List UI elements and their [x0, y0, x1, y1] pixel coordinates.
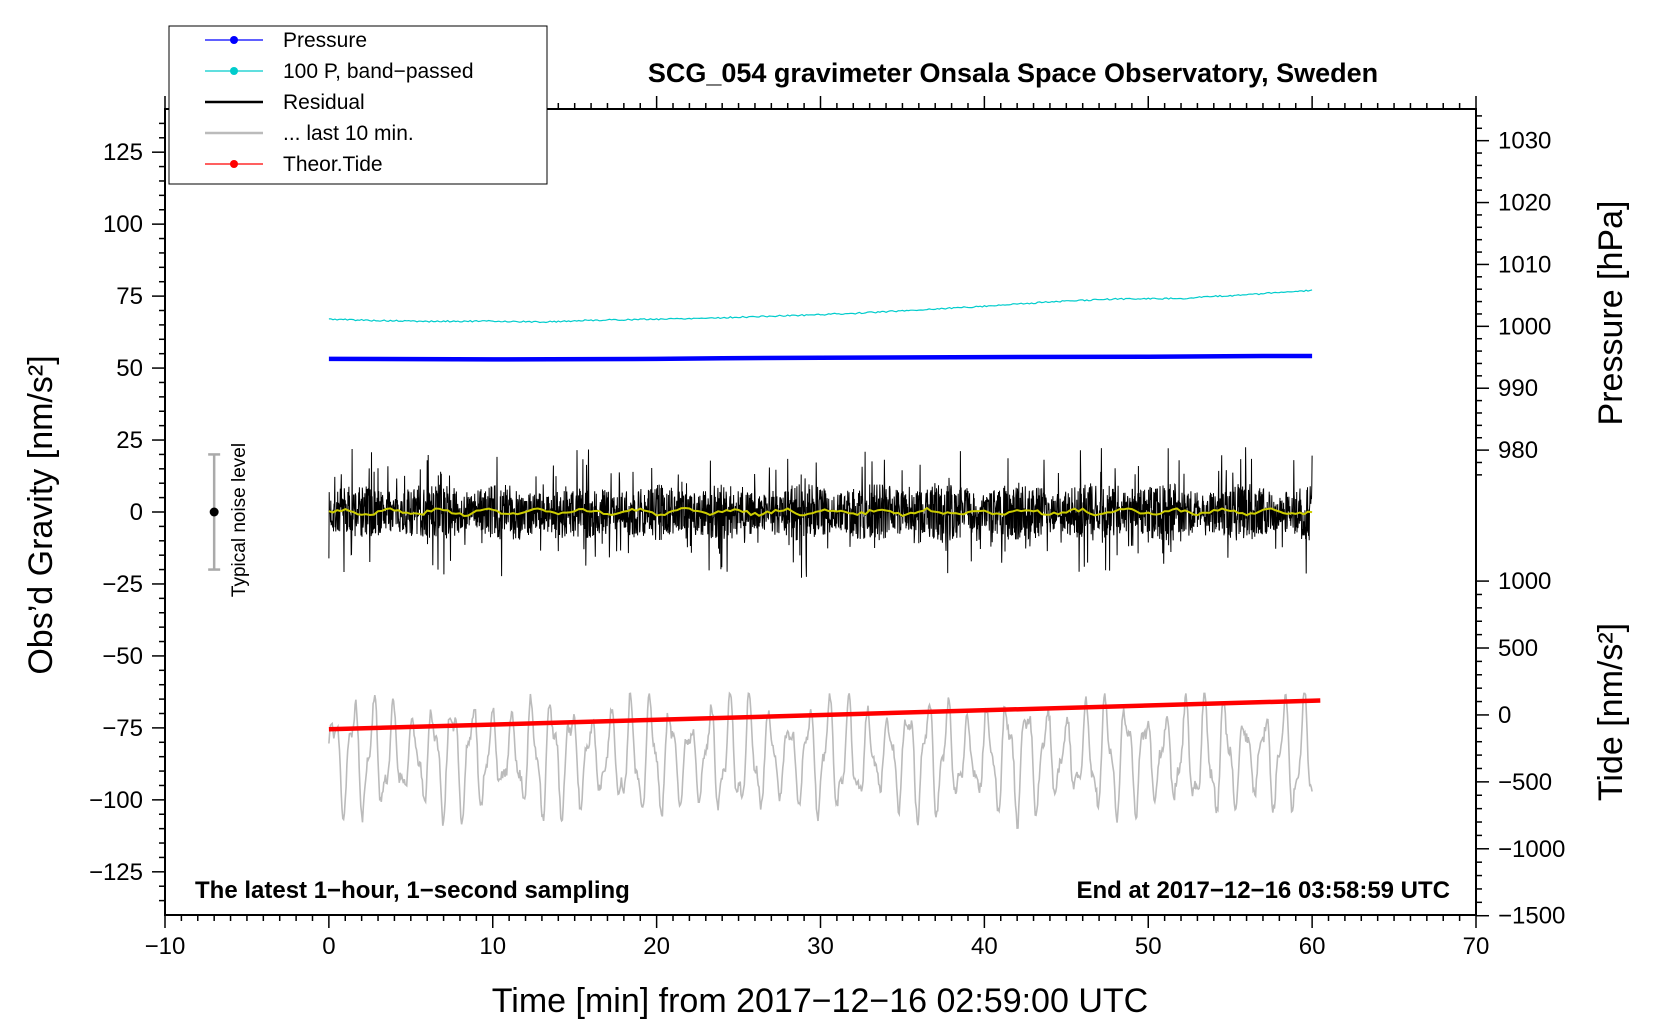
tide-tick-label: 1000: [1498, 568, 1551, 595]
x-tick-label: 0: [322, 933, 335, 960]
legend-label: Pressure: [283, 29, 367, 52]
legend-box: [168, 25, 548, 185]
legend-label: 100 P, band−passed: [283, 60, 474, 83]
tide-tick-label: 500: [1498, 635, 1538, 662]
legend-swatch-marker: [230, 67, 238, 75]
y-tick-label: 0: [130, 499, 143, 526]
y-tick-label: −50: [102, 643, 143, 670]
legend-entry: Pressure: [205, 29, 367, 52]
series-band-passed: [328, 289, 1313, 324]
y-left-axis: 125 100 75 50 25 0 −25 −50 −75 −100 −125: [89, 122, 165, 902]
y-tick-label: 75: [116, 283, 143, 310]
pressure-tick-label: 1020: [1498, 190, 1551, 217]
legend-entry: ... last 10 min.: [205, 122, 414, 145]
y-tick-label: 25: [116, 427, 143, 454]
legend-label: Theor.Tide: [283, 153, 383, 176]
tide-axis-title: Tide [nm/s²]: [1592, 623, 1630, 801]
x-tick-label: 60: [1299, 933, 1326, 960]
chart-title: SCG_054 gravimeter Onsala Space Observat…: [648, 58, 1378, 88]
y-tick-label: −125: [89, 859, 143, 886]
x-tick-label: 10: [479, 933, 506, 960]
y-tick-label: −75: [102, 715, 143, 742]
pressure-tick-label: 1010: [1498, 251, 1551, 278]
tide-tick-label: −500: [1498, 769, 1552, 796]
x-tick-label: 30: [807, 933, 834, 960]
y-tick-label: 100: [103, 211, 143, 238]
noise-center-dot: [209, 507, 219, 517]
x-tick-label: 50: [1135, 933, 1162, 960]
x-tick-label: 70: [1463, 933, 1490, 960]
y-left-axis-title: Obs’d Gravity [nm/s²]: [22, 355, 60, 674]
pressure-tick-label: 1000: [1498, 313, 1551, 340]
legend-entry: Residual: [205, 91, 365, 114]
legend-label: ... last 10 min.: [283, 122, 414, 145]
legend-label: Residual: [283, 91, 365, 114]
tide-tick-label: −1500: [1498, 903, 1565, 930]
y-tick-label: −100: [89, 787, 143, 814]
noise-level-indicator: [208, 453, 221, 571]
tide-tick-label: −1000: [1498, 836, 1565, 863]
legend-entry: 100 P, band−passed: [205, 60, 474, 83]
x-tick-label: −10: [145, 933, 186, 960]
tide-tick-label: 0: [1498, 702, 1511, 729]
tide-axis: 1000 500 0 −500 −1000 −1500: [1476, 568, 1565, 930]
series-theor-tide: [328, 698, 1321, 732]
pressure-axis: 1030 1020 1010 1000 990 980: [1476, 115, 1551, 476]
series-residual-smoothed: [328, 506, 1313, 518]
noise-level-label: Typical noise level: [229, 443, 250, 597]
pressure-tick-label: 1030: [1498, 128, 1551, 155]
legend-entry: Theor.Tide: [205, 153, 383, 176]
series-layer: [328, 289, 1321, 829]
legend-swatch-marker: [230, 36, 238, 44]
footnote-left: The latest 1−hour, 1−second sampling: [195, 877, 630, 904]
legend: Pressure 100 P, band−passed Residual ... la…: [168, 25, 548, 185]
x-tick-label: 20: [643, 933, 670, 960]
legend-swatch-marker: [230, 160, 238, 168]
series-pressure: [328, 353, 1313, 362]
series-last-10-min: [328, 691, 1313, 829]
x-axis-title: Time [min] from 2017−12−16 02:59:00 UTC: [492, 982, 1148, 1020]
series-residual: [328, 447, 1313, 578]
pressure-tick-label: 990: [1498, 375, 1538, 402]
y-tick-label: 50: [116, 355, 143, 382]
footnote-right: End at 2017−12−16 03:58:59 UTC: [1076, 877, 1450, 904]
pressure-axis-title: Pressure [hPa]: [1592, 201, 1630, 426]
y-tick-label: 125: [103, 139, 143, 166]
pressure-tick-label: 980: [1498, 437, 1538, 464]
x-tick-label: 40: [971, 933, 998, 960]
y-tick-label: −25: [102, 571, 143, 598]
